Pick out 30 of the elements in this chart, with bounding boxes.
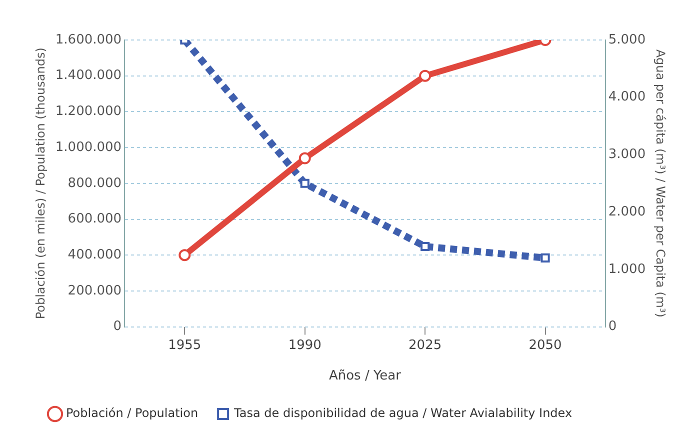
y-tick-label: 1.000.000 [55,140,122,155]
y2-axis-title: Agua per cápita (m³) / Water per Capita (m³) [654,49,668,318]
point [420,242,430,252]
x-tick-label: 1990 [288,338,322,353]
y-tick-label: 400.000 [68,247,122,262]
y-tick-label: 1.600.000 [55,32,122,48]
y-tick-label: 800.000 [68,176,122,191]
y2-tick-label: 0 [608,319,617,334]
y2-tick-label: 4.000 [608,90,646,105]
y-tick-label: 1.400.000 [55,68,122,84]
y-tick-label: 200.000 [68,283,122,298]
point [540,253,550,263]
y2-tick-label: 3.000 [608,147,646,162]
y-tick-label: 0 [113,319,122,334]
point [178,249,191,262]
point [300,178,310,188]
y2-tick-label: 5.000 [608,32,646,48]
y-tick-label: 1.200.000 [55,104,122,120]
y-axis-title: Población (en miles) / Population (thousands) [33,48,48,320]
y2-tick-label: 1.000 [608,262,646,277]
y-tick-label: 600.000 [68,212,122,227]
x-tick-label: 1955 [168,338,202,353]
legend-label: Tasa de disponibilidad de agua / Water Avialability Index [233,406,572,420]
point [298,152,311,164]
point [419,70,432,82]
x-tick-label: 2025 [408,338,442,353]
x-axis-title: Años / Year [328,368,402,384]
y2-tick-label: 2.000 [608,204,646,220]
x-tick-label: 2050 [528,338,562,353]
legend-label: Población / Population [66,406,198,420]
